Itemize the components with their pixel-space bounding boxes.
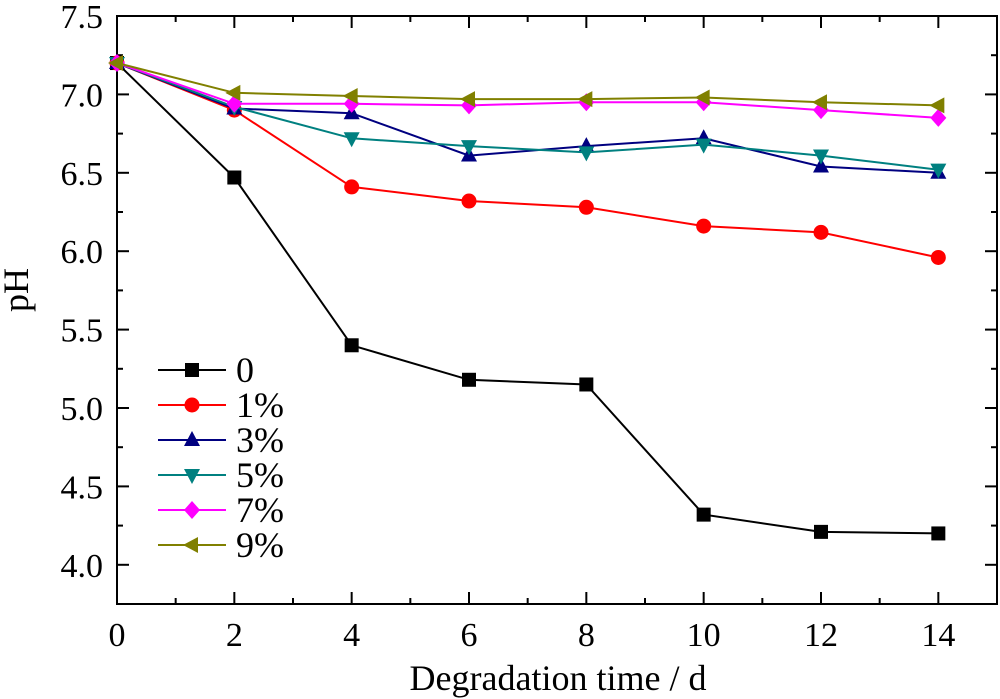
legend-entry: 7% (158, 490, 284, 530)
series-line (116, 62, 939, 174)
data-point (813, 157, 829, 173)
y-tick-label: 6.0 (61, 234, 104, 271)
data-point (813, 224, 829, 240)
data-point (579, 377, 594, 392)
data-point (462, 372, 476, 387)
data-point (578, 199, 594, 215)
series-line (116, 62, 939, 171)
y-tick-label: 7.0 (61, 77, 104, 114)
x-axis-title: Degradation time / d (410, 658, 707, 698)
data-point (460, 91, 475, 108)
y-tick-label: 4.5 (61, 469, 104, 506)
x-tick-label: 8 (578, 617, 595, 654)
legend-label: 3% (236, 420, 284, 460)
series-1 (109, 55, 946, 265)
legend-label: 7% (236, 490, 284, 530)
legend-entry: 5% (158, 455, 284, 495)
legend-label: 9% (236, 525, 284, 565)
legend-label: 1% (236, 385, 284, 425)
plot-frame (116, 15, 998, 605)
data-point (461, 140, 477, 156)
series-line (116, 62, 939, 259)
legend-marker (184, 469, 200, 484)
data-point (343, 132, 360, 148)
data-point (930, 163, 947, 179)
x-tick-label: 14 (921, 617, 955, 654)
data-point (344, 179, 360, 195)
data-point (696, 507, 711, 522)
series-line (116, 62, 939, 119)
data-point (931, 526, 946, 541)
x-tick-label: 0 (109, 617, 126, 654)
data-point (930, 249, 946, 265)
data-point (577, 91, 593, 108)
data-point (227, 170, 242, 185)
legend-entry: 1% (158, 385, 284, 425)
legend-marker (184, 501, 200, 519)
legend-entry: 3% (158, 420, 284, 460)
legend-label: 0 (236, 350, 254, 390)
data-point (813, 149, 829, 165)
y-tick-label: 5.0 (61, 391, 104, 428)
legend-marker (184, 397, 200, 413)
data-point (342, 87, 358, 104)
data-point (696, 218, 712, 234)
legend-marker (185, 363, 199, 377)
series-5 (108, 55, 945, 114)
y-axis-title: pH (0, 268, 36, 312)
x-tick-label: 12 (804, 617, 838, 654)
data-point (578, 146, 595, 162)
data-point (929, 97, 945, 114)
y-tick-label: 4.0 (61, 548, 104, 585)
data-point (225, 84, 241, 101)
legend-entry: 0 (158, 350, 254, 390)
data-point (812, 94, 827, 111)
x-tick-label: 4 (343, 617, 360, 654)
y-tick-label: 6.5 (61, 156, 104, 193)
legend-marker (183, 537, 198, 553)
data-point (695, 138, 712, 154)
legend-marker (184, 431, 200, 446)
data-point (694, 89, 710, 106)
data-point (930, 108, 947, 127)
legend-label: 5% (236, 455, 284, 495)
data-point (108, 55, 123, 72)
legend-entry: 9% (158, 525, 284, 565)
data-point (814, 524, 828, 539)
series-line (116, 62, 939, 107)
y-tick-label: 7.5 (61, 0, 104, 36)
x-tick-label: 6 (461, 617, 478, 654)
y-tick-label: 5.5 (61, 313, 104, 350)
data-point (344, 338, 359, 353)
data-point (461, 193, 477, 209)
x-tick-label: 2 (226, 617, 243, 654)
x-tick-label: 10 (687, 617, 721, 654)
series-line (116, 62, 939, 535)
